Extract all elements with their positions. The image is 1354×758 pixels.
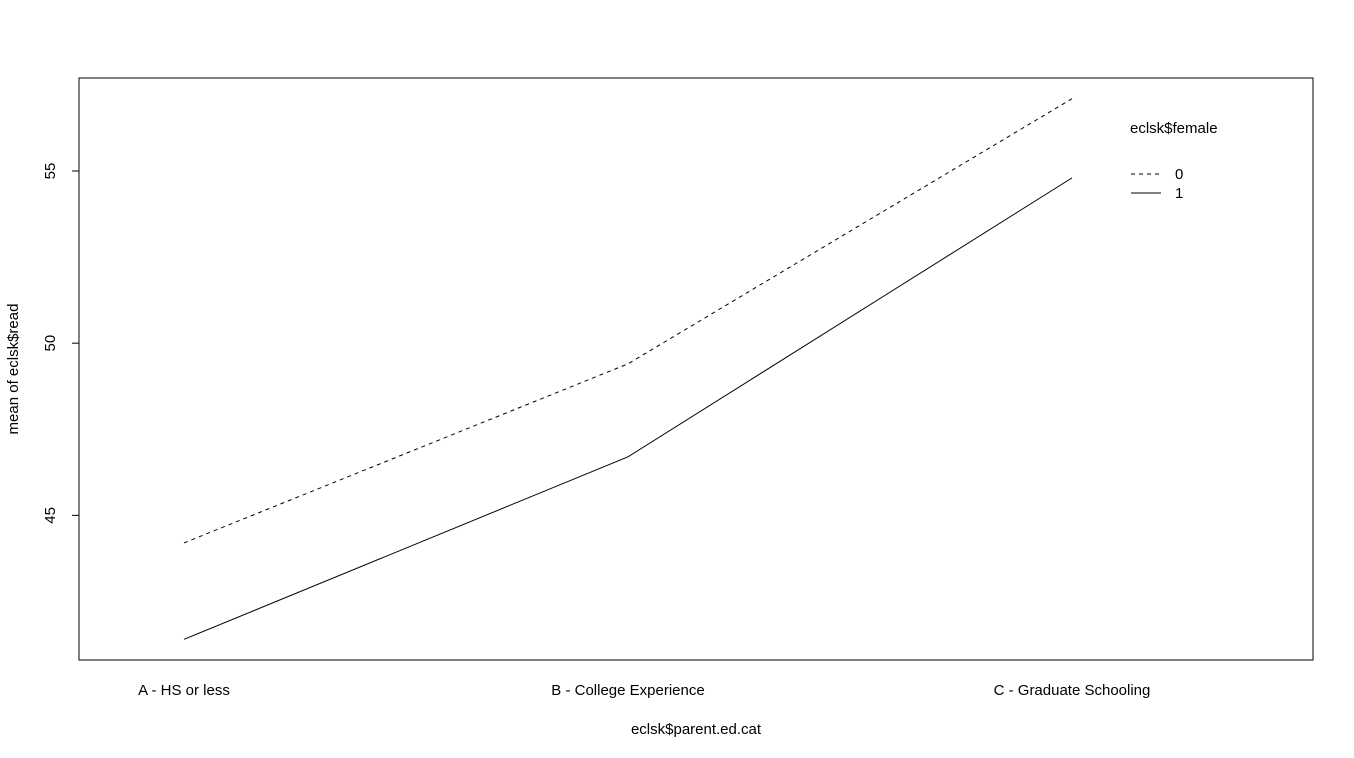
x-axis-label: eclsk$parent.ed.cat (631, 721, 762, 738)
y-axis: 45 50 55 (42, 163, 80, 524)
y-tick-label: 45 (42, 507, 59, 524)
y-axis-label: mean of eclsk$read (5, 304, 22, 435)
series-line-0 (183, 98, 1073, 544)
y-tick-label: 55 (42, 163, 59, 180)
legend-title: eclsk$female (1130, 120, 1218, 137)
legend: eclsk$female 01 (1130, 120, 1218, 202)
series-lines (183, 98, 1073, 640)
plot-frame (78, 77, 1314, 661)
legend-items: 01 (1131, 166, 1183, 202)
series-line-1 (183, 177, 1073, 640)
x-axis-tick-labels: A - HS or less B - College Experience C - … (138, 682, 1150, 699)
y-tick-label: 50 (42, 335, 59, 352)
legend-label-1: 1 (1175, 185, 1183, 202)
x-tick-label: C - Graduate Schooling (994, 682, 1151, 699)
x-tick-label: B - College Experience (551, 682, 704, 699)
legend-label-0: 0 (1175, 166, 1183, 183)
x-tick-label: A - HS or less (138, 682, 230, 699)
